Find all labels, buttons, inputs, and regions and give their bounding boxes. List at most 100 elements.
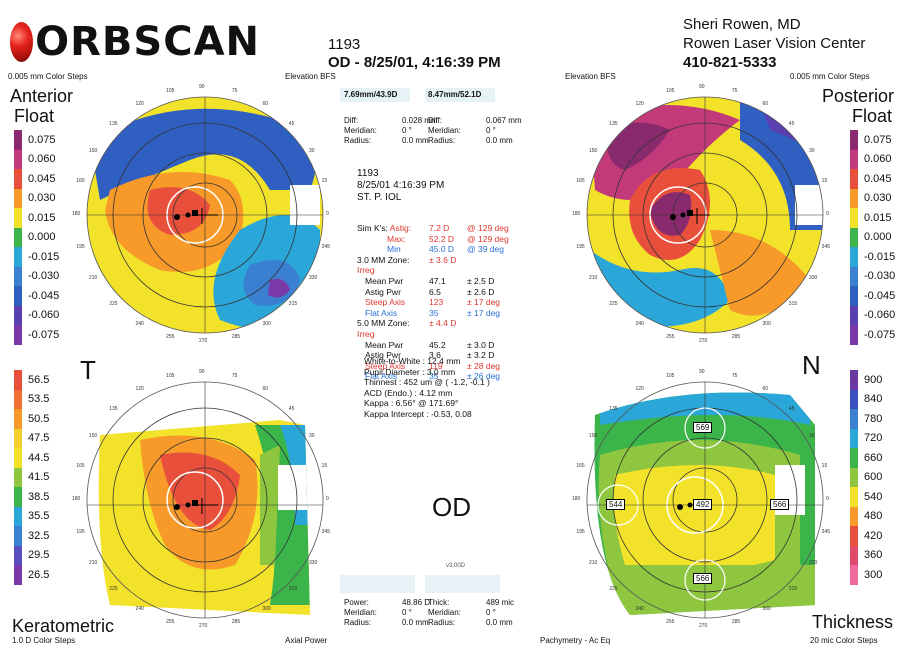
- pachy-left-value: 544: [606, 499, 626, 510]
- stat-range: ± 17 deg: [467, 307, 501, 318]
- power-scale-row: 56.5: [14, 370, 49, 390]
- stat-value: 3.6: [429, 350, 441, 361]
- power-scale-swatch: [14, 409, 22, 429]
- anterior-scale-value: -0.045: [28, 289, 60, 302]
- stat-row: Flat Axis 35 ± 17 deg: [357, 308, 509, 319]
- angle-tick-label: 60: [262, 101, 269, 107]
- posterior-readout-value: 0 °: [486, 126, 496, 135]
- posterior-bfs-header: 8.47mm/52.1D: [428, 90, 482, 99]
- angle-tick-label: 240: [135, 320, 144, 327]
- left-color-steps: 0.005 mm Color Steps: [8, 72, 88, 81]
- anterior-float-label: Float: [14, 106, 55, 126]
- angle-tick-label: 45: [788, 121, 795, 128]
- thickness-scale-swatch: [850, 565, 858, 585]
- exam-id: 1193: [328, 36, 361, 53]
- posterior-scale-swatch: [850, 169, 858, 189]
- thickness-scale-row: 420: [850, 526, 882, 546]
- power-scale-row: 35.5: [14, 506, 49, 526]
- anterior-scale-value: 0.060: [28, 153, 56, 166]
- power-readout-value: 0 °: [402, 608, 412, 617]
- angle-tick-label: 285: [231, 618, 241, 625]
- posterior-readout-label: Radius:: [428, 136, 456, 145]
- angle-tick-label: 345: [821, 243, 831, 250]
- angle-tick-label: 105: [666, 373, 675, 380]
- anterior-scale-row: -0.045: [14, 286, 59, 306]
- posterior-scale-row: -0.075: [850, 325, 895, 345]
- axial-power-map[interactable]: [70, 365, 340, 635]
- posterior-scale-swatch: [850, 188, 858, 208]
- angle-tick-label: 75: [731, 373, 738, 380]
- doctor-name: Sheri Rowen, MD: [683, 16, 801, 33]
- pachy-top-value: 569: [693, 422, 713, 433]
- angle-tick-label: 120: [135, 101, 144, 107]
- keratometric-label: Keratometric: [12, 616, 115, 636]
- stat-row: Steep Axis 123 ± 17 deg: [357, 297, 509, 308]
- nasal-label: N: [802, 350, 821, 380]
- angle-tick-label: 15: [321, 463, 328, 470]
- angle-tick-label: 90: [699, 84, 705, 90]
- thickness-scale-swatch: [850, 389, 858, 409]
- angle-tick-label: 0: [826, 211, 829, 217]
- angle-tick-label: 30: [308, 147, 315, 154]
- angle-tick-label: 195: [76, 528, 85, 535]
- angle-tick-label: 30: [308, 432, 315, 439]
- posterior-readout: Diff: 0.067 mm Meridian: 0 ° Radius: 0.0 mm: [428, 116, 532, 146]
- anterior-scale-value: -0.030: [28, 270, 60, 283]
- angle-tick-label: 225: [109, 300, 118, 307]
- angle-tick-label: 180: [572, 211, 581, 217]
- power-scale-swatch: [14, 545, 22, 565]
- power-readout-row: Meridian: 0 °: [344, 608, 448, 618]
- posterior-scale-swatch: [850, 305, 858, 325]
- stat-label: 3.0 MM Zone: Irreg: [357, 254, 410, 276]
- angle-tick-label: 0: [326, 211, 329, 217]
- thickness-scale-swatch: [850, 467, 858, 487]
- angle-tick-label: 300: [262, 605, 271, 612]
- thickness-scale-row: 660: [850, 448, 882, 468]
- angle-tick-label: 165: [76, 178, 85, 185]
- angle-tick-label: 60: [262, 386, 269, 392]
- angle-tick-label: 105: [166, 88, 175, 95]
- anterior-readout-label: Radius:: [344, 136, 372, 145]
- anterior-readout-label: Diff:: [344, 116, 359, 125]
- power-readout: Power: 48.86 D Meridian: 0 ° Radius: 0.0 mm: [344, 598, 448, 628]
- anterior-scale-value: 0.000: [28, 231, 56, 244]
- stat-label: Astig Pwr: [365, 286, 401, 297]
- stat-value: 35: [429, 307, 439, 318]
- anterior-elevation-map[interactable]: [70, 80, 340, 350]
- angle-tick-label: 225: [609, 585, 618, 592]
- anterior-scale-row: -0.075: [14, 325, 59, 345]
- power-scale-row: 29.5: [14, 545, 49, 565]
- thickness-scale-swatch: [850, 506, 858, 526]
- stat-range: ± 26 deg: [467, 371, 501, 382]
- angle-tick-label: 330: [808, 559, 818, 566]
- angle-tick-label: 75: [231, 373, 238, 380]
- stat-value: 119: [429, 360, 443, 371]
- posterior-scale-row: 0.045: [850, 169, 895, 189]
- thickness-label: Thickness: [812, 612, 894, 632]
- angle-tick-label: 345: [321, 243, 331, 250]
- angle-tick-label: 315: [288, 585, 298, 592]
- stat-label: Steep Axis: [365, 360, 406, 371]
- angle-tick-label: 120: [635, 101, 644, 107]
- angle-tick-label: 285: [731, 618, 741, 625]
- stat-row: Steep Axis 119 ± 28 deg: [357, 361, 509, 372]
- power-scale-row: 44.5: [14, 448, 49, 468]
- thickness-scale-value: 420: [864, 529, 883, 542]
- anterior-scale-row: 0.075: [14, 130, 59, 150]
- posterior-elevation-map[interactable]: [570, 80, 840, 350]
- anterior-scale-swatch: [14, 286, 22, 306]
- angle-tick-label: 45: [788, 406, 795, 413]
- power-scale-swatch: [14, 428, 22, 448]
- anterior-scale-row: -0.015: [14, 247, 59, 267]
- thickness-scale-value: 600: [864, 471, 883, 484]
- angle-tick-label: 240: [635, 320, 644, 327]
- angle-tick-label: 120: [135, 386, 144, 392]
- stat-label: Flat Axis: [365, 371, 398, 382]
- power-scale: 56.5 53.5 50.5 47.5 44.5 41.5 38.5 35.5 32.5 29.5…: [14, 370, 49, 585]
- angle-tick-label: 30: [808, 147, 815, 154]
- anterior-scale-row: 0.045: [14, 169, 59, 189]
- thickness-readout: Thick: 489 mic Meridian: 0 ° Radius: 0.0 mm: [428, 598, 532, 628]
- anterior-bfs-header: 7.69mm/43.9D: [344, 90, 398, 99]
- posterior-scale-swatch: [850, 208, 858, 228]
- patient-id: 1193: [357, 168, 379, 179]
